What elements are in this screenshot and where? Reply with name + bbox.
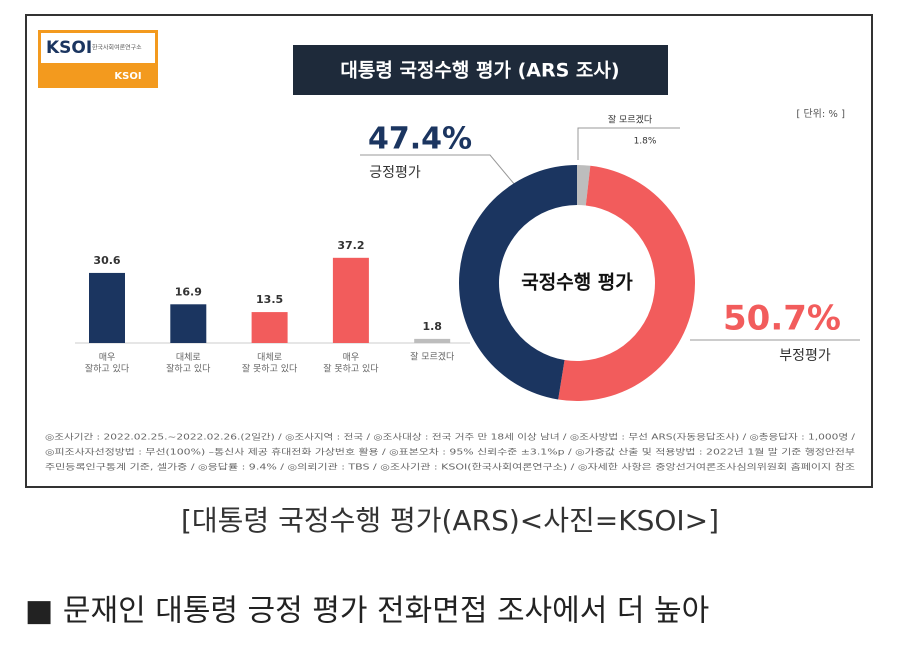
- category-label: 잘 모르겠다: [410, 351, 455, 363]
- bar: [251, 312, 288, 343]
- footnote-line: ◎조사기간 : 2022.02.25.~2022.02.26.(2일간) / ◎…: [45, 432, 855, 442]
- positive-label: 긍정평가: [369, 165, 421, 181]
- unknown-label: 잘 모르겠다: [608, 114, 653, 126]
- unknown-value-label: 1.8%: [634, 137, 657, 147]
- heading: ■ 문재인 대통령 긍정 평가 전화면접 조사에서 더 높아: [25, 594, 709, 629]
- positive-value-label: 47.4%: [368, 122, 472, 157]
- category-label: 매우 잘 못하고 있다: [323, 352, 379, 375]
- chart-title: 대통령 국정수행 평가 (ARS 조사): [340, 60, 619, 82]
- caption: [대통령 국정수행 평가(ARS)<사진=KSOI>]: [181, 504, 719, 537]
- donut-center-label: 국정수행 평가: [521, 272, 633, 294]
- bar: [414, 338, 451, 343]
- category-label: 매우 잘하고 있다: [85, 352, 130, 375]
- title-box: [293, 45, 668, 95]
- negative-value-label: 50.7%: [723, 299, 841, 339]
- leader-line: [577, 127, 680, 160]
- category-label: 대체로 잘 못하고 있다: [242, 352, 298, 375]
- category-label: 대체로 잘하고 있다: [166, 352, 211, 375]
- value-label: 30.6: [93, 254, 120, 267]
- logo-inner: [41, 33, 155, 63]
- logo-name: KSOI: [46, 38, 92, 58]
- unit-label: [ 단위: % ]: [796, 107, 845, 120]
- value-label: 1.8: [422, 320, 442, 333]
- logo-tag: KSOI: [114, 71, 141, 82]
- donut-segment: [558, 165, 696, 402]
- negative-label: 부정평가: [779, 348, 831, 364]
- footnote-line: 주민등록인구통계 기준, 셀가중 / ◎응답률 : 9.4% / ◎의뢰기관 :…: [45, 462, 855, 472]
- value-label: 13.5: [256, 293, 283, 306]
- bar: [89, 272, 125, 343]
- bar: [332, 257, 369, 343]
- logo-subtitle: 한국사회여론연구소: [92, 44, 142, 52]
- bar: [170, 304, 207, 343]
- donut-segment: [577, 165, 591, 206]
- value-label: 37.2: [337, 239, 364, 252]
- footnote-line: ◎피조사자선정방법 : 무선(100%) –통신사 제공 휴대전화 가상번호 활…: [45, 447, 855, 457]
- donut-segment: [459, 165, 577, 400]
- leader-line: [360, 154, 516, 186]
- value-label: 16.9: [175, 285, 202, 298]
